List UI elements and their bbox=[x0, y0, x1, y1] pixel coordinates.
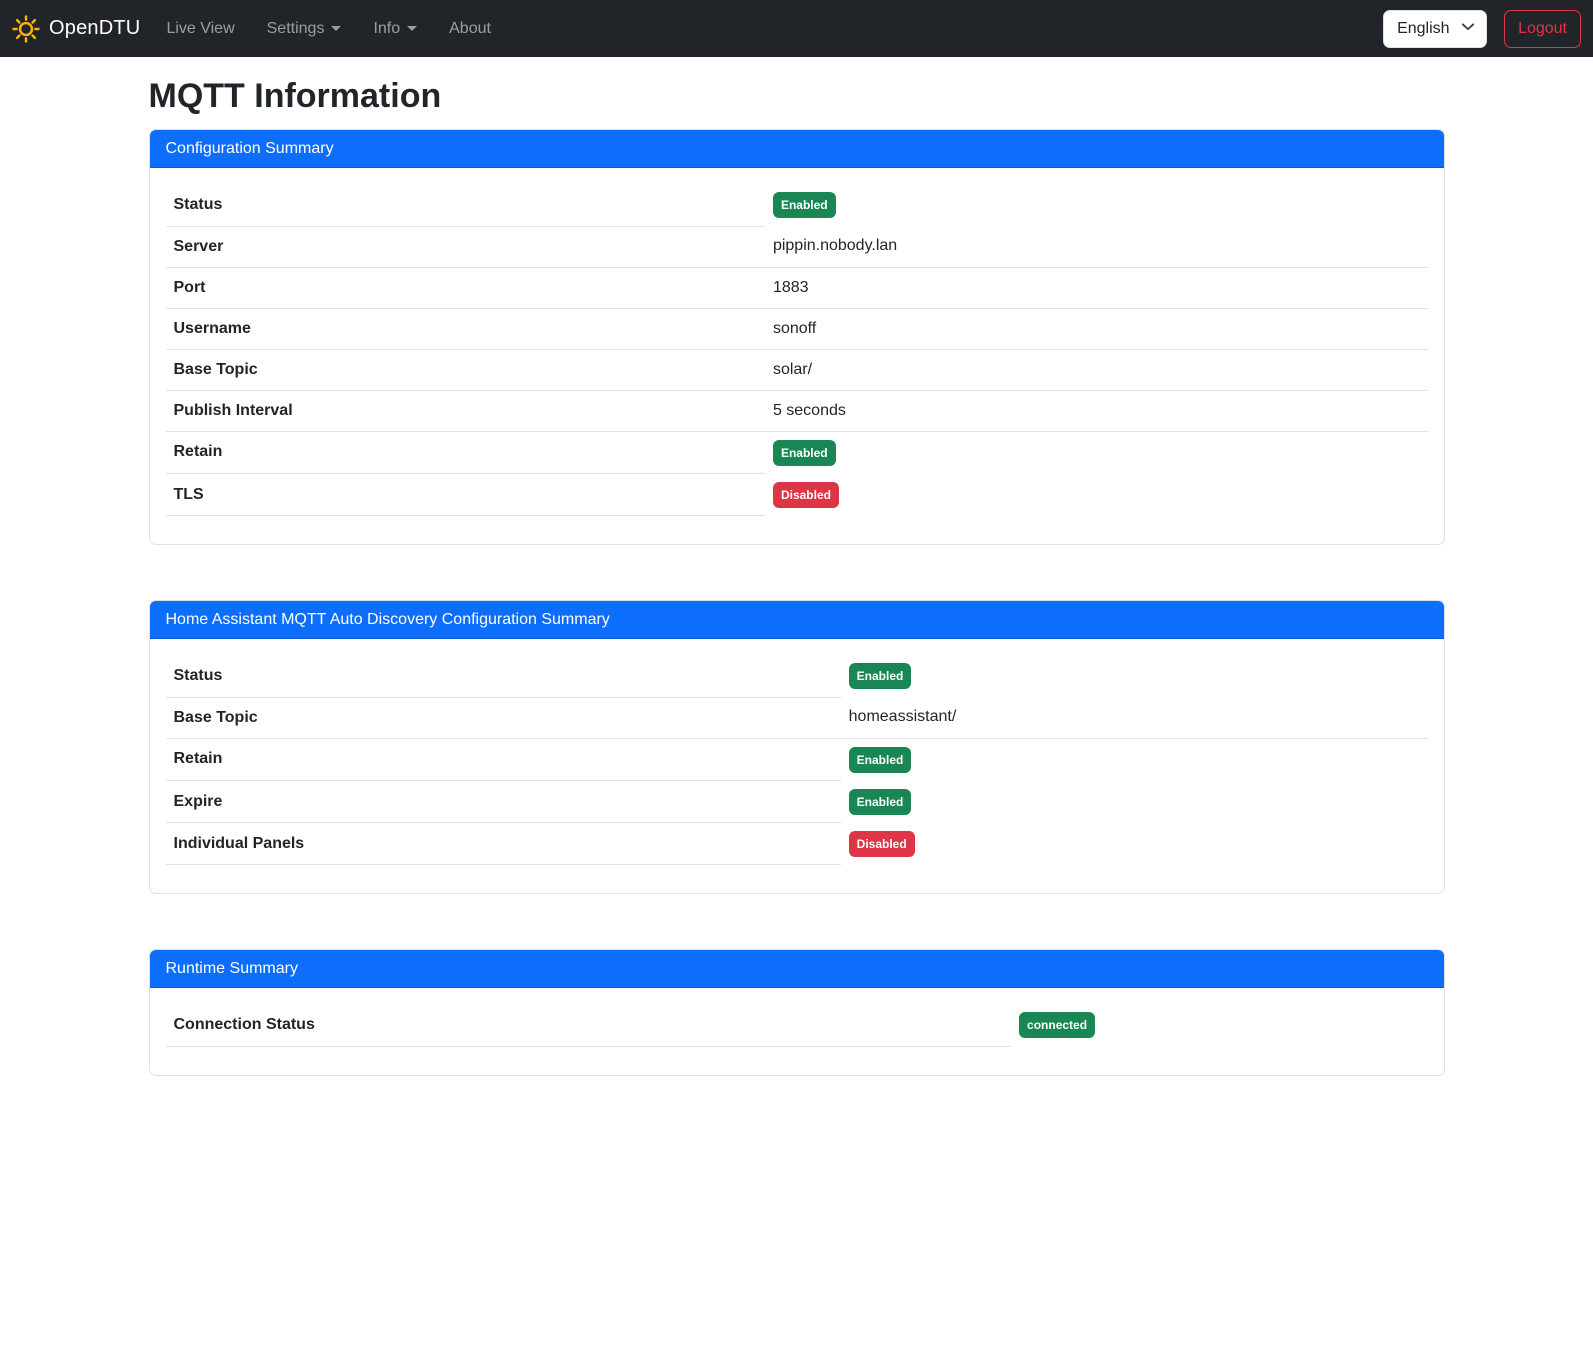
row-label: Connection Status bbox=[165, 1004, 1012, 1047]
card-header: Runtime Summary bbox=[149, 950, 1444, 988]
table-row: Base Topic homeassistant/ bbox=[165, 697, 1428, 739]
info-table: Status Enabled Server pippin.nobody.lan … bbox=[165, 184, 1428, 516]
status-badge: Disabled bbox=[848, 830, 915, 857]
chevron-down-icon bbox=[331, 26, 342, 31]
table-row: Expire Enabled bbox=[165, 780, 1428, 823]
table-row: Port 1883 bbox=[165, 267, 1428, 309]
row-label: Status bbox=[165, 184, 765, 227]
card-header: Configuration Summary bbox=[149, 130, 1444, 168]
table-row: Status Enabled bbox=[165, 655, 1428, 698]
status-badge: Disabled bbox=[772, 481, 839, 508]
row-label: Username bbox=[165, 308, 765, 350]
row-value: sonoff bbox=[764, 308, 1428, 350]
table-row: Retain Enabled bbox=[165, 431, 1428, 474]
row-value-text: pippin.nobody.lan bbox=[772, 237, 898, 255]
status-badge: Enabled bbox=[848, 746, 912, 773]
table-row: Username sonoff bbox=[165, 308, 1428, 350]
cards-container: Configuration Summary Status Enabled Ser… bbox=[148, 129, 1445, 1076]
navbar: OpenDTU Live View Settings Info About En… bbox=[0, 0, 1593, 57]
card-header: Home Assistant MQTT Auto Discovery Confi… bbox=[149, 601, 1444, 639]
row-label: Retain bbox=[165, 738, 841, 781]
card-body: Status Enabled Server pippin.nobody.lan … bbox=[150, 168, 1444, 544]
nav-item-about[interactable]: About bbox=[441, 12, 499, 46]
row-label: Port bbox=[165, 267, 765, 309]
status-badge: Enabled bbox=[772, 192, 836, 218]
row-value: Enabled bbox=[841, 781, 1428, 823]
row-value: Disabled bbox=[765, 474, 1428, 516]
language-select[interactable]: English bbox=[1383, 9, 1488, 48]
card-body: Connection Status connected bbox=[150, 988, 1444, 1075]
row-value-text: 1883 bbox=[772, 278, 809, 296]
summary-card: Runtime Summary Connection Status connec… bbox=[148, 949, 1445, 1076]
row-value: Disabled bbox=[841, 823, 1428, 865]
summary-card: Configuration Summary Status Enabled Ser… bbox=[148, 129, 1445, 545]
status-badge: connected bbox=[1019, 1012, 1096, 1038]
card-body: Status Enabled Base Topic homeassistant/… bbox=[150, 639, 1444, 893]
nav-item-settings[interactable]: Settings bbox=[259, 12, 350, 46]
table-row: Base Topic solar/ bbox=[165, 349, 1428, 391]
chevron-down-icon bbox=[407, 26, 418, 31]
row-value: homeassistant/ bbox=[840, 697, 1428, 739]
table-row: Connection Status connected bbox=[165, 1004, 1428, 1047]
row-value-text: homeassistant/ bbox=[848, 708, 957, 726]
nav-item-info-label: Info bbox=[373, 19, 401, 37]
row-value-text: sonoff bbox=[772, 319, 817, 337]
table-row: Individual Panels Disabled bbox=[165, 822, 1428, 865]
table-row: Status Enabled bbox=[165, 184, 1428, 227]
brand-link[interactable]: OpenDTU bbox=[12, 11, 140, 47]
table-row: TLS Disabled bbox=[165, 473, 1428, 516]
row-label: Retain bbox=[165, 431, 765, 474]
nav-item-info[interactable]: Info bbox=[365, 12, 425, 46]
row-value: Enabled bbox=[841, 655, 1428, 697]
row-value: 5 seconds bbox=[764, 390, 1428, 432]
row-value-text: solar/ bbox=[772, 360, 813, 378]
table-row: Publish Interval 5 seconds bbox=[165, 390, 1428, 432]
row-label: TLS bbox=[165, 473, 765, 516]
table-row: Retain Enabled bbox=[165, 738, 1428, 781]
nav-item-about-label: About bbox=[449, 19, 491, 37]
row-value: Enabled bbox=[765, 431, 1428, 474]
row-value: Enabled bbox=[765, 184, 1428, 226]
row-value: 1883 bbox=[764, 267, 1428, 309]
info-table: Connection Status connected bbox=[165, 1004, 1428, 1047]
row-label: Individual Panels bbox=[165, 822, 841, 865]
page-title: MQTT Information bbox=[148, 77, 442, 115]
row-value: Enabled bbox=[841, 738, 1428, 781]
row-value: solar/ bbox=[764, 349, 1428, 391]
row-label: Publish Interval bbox=[165, 390, 765, 432]
sun-icon bbox=[12, 14, 40, 43]
brand-title: OpenDTU bbox=[49, 17, 141, 39]
summary-card: Home Assistant MQTT Auto Discovery Confi… bbox=[148, 600, 1445, 894]
nav-item-live-view-label: Live View bbox=[166, 19, 235, 37]
info-table: Status Enabled Base Topic homeassistant/… bbox=[165, 655, 1428, 865]
table-row: Server pippin.nobody.lan bbox=[165, 226, 1428, 268]
row-label: Expire bbox=[165, 780, 841, 823]
status-badge: Enabled bbox=[848, 663, 912, 689]
row-label: Base Topic bbox=[165, 349, 765, 391]
logout-button[interactable]: Logout bbox=[1504, 9, 1581, 48]
nav-menu: Live View Settings Info About bbox=[158, 12, 515, 46]
row-value-text: 5 seconds bbox=[772, 401, 846, 419]
main-content: MQTT Information Configuration Summary S… bbox=[148, 77, 1445, 1076]
status-badge: Enabled bbox=[848, 788, 912, 815]
row-label: Base Topic bbox=[165, 697, 841, 739]
row-value: connected bbox=[1011, 1004, 1427, 1046]
nav-item-settings-label: Settings bbox=[266, 19, 325, 37]
status-badge: Enabled bbox=[772, 439, 836, 466]
row-label: Server bbox=[165, 226, 765, 268]
nav-item-live-view[interactable]: Live View bbox=[158, 12, 242, 46]
row-label: Status bbox=[165, 655, 841, 698]
row-value: pippin.nobody.lan bbox=[764, 226, 1428, 268]
